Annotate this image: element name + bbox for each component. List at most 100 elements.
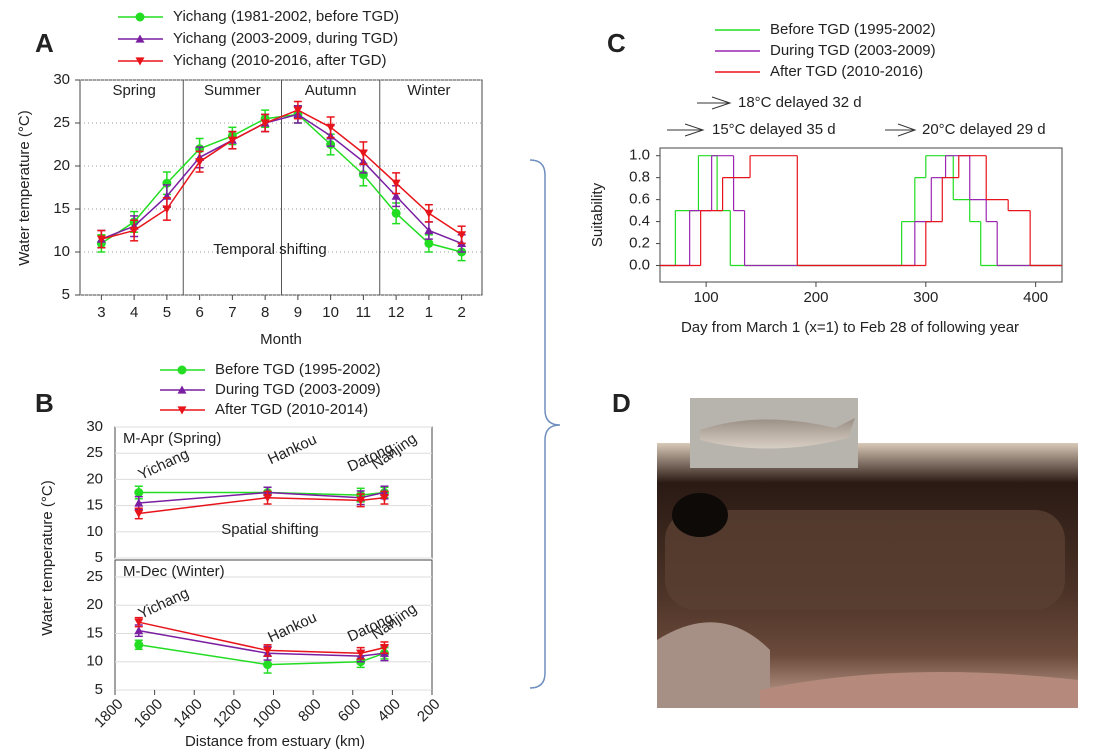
marker <box>457 231 467 240</box>
x-tick-label: 2 <box>457 304 465 321</box>
x-tick-label: 800 <box>295 696 325 726</box>
x-tick-label: 400 <box>374 696 404 726</box>
x-tick-label: 4 <box>130 304 138 321</box>
marker <box>177 365 187 375</box>
legend-label: Yichang (1981-2002, before TGD) <box>173 8 399 25</box>
series-line <box>138 496 385 515</box>
season-label: Summer <box>204 82 261 99</box>
marker <box>379 644 389 653</box>
marker <box>135 34 145 43</box>
subpanel-title: M-Apr (Spring) <box>123 430 221 447</box>
bracket <box>529 159 561 689</box>
y-tick-label: 30 <box>86 418 103 435</box>
arrow <box>885 123 917 137</box>
season-label: Winter <box>407 82 450 99</box>
fish <box>700 418 855 449</box>
marker <box>195 158 205 167</box>
marker <box>263 494 273 503</box>
annotation: 15°C delayed 35 d <box>712 121 836 138</box>
x-tick-label: 100 <box>694 289 719 306</box>
x-axis-label: Month <box>260 331 302 348</box>
marker <box>391 191 401 200</box>
y-tick-label: 0.8 <box>629 169 650 186</box>
marker <box>358 149 368 158</box>
series-line <box>101 113 462 245</box>
y-tick-label: 25 <box>53 114 70 131</box>
station-label: Yichang <box>136 445 192 483</box>
marker <box>263 660 273 670</box>
x-axis-label: Day from March 1 (x=1) to Feb 28 of foll… <box>681 319 1019 336</box>
station-label: Yichang <box>136 584 192 622</box>
marker <box>326 123 336 132</box>
x-tick-label: 1 <box>425 304 433 321</box>
annotation: 20°C delayed 29 d <box>922 121 1046 138</box>
marker <box>177 385 187 394</box>
y-tick-label: 15 <box>86 624 103 641</box>
y-tick-label: 0.4 <box>629 213 650 230</box>
marker <box>177 406 187 415</box>
plot-frame <box>659 147 1063 283</box>
y-axis-label: Water temperature (°C) <box>39 480 56 635</box>
marker <box>162 205 172 214</box>
y-tick-label: 25 <box>86 568 103 585</box>
x-tick-label: 7 <box>228 304 236 321</box>
x-tick-label: 200 <box>414 696 444 726</box>
x-tick-label: 1000 <box>250 696 286 732</box>
annotation: Temporal shifting <box>213 241 326 258</box>
y-axis-label: Suitability <box>589 182 606 247</box>
y-tick-label: 10 <box>86 653 103 670</box>
y-tick-label: 25 <box>86 444 103 461</box>
x-tick-label: 400 <box>1023 289 1048 306</box>
legend-label: Before TGD (1995-2002) <box>770 21 936 38</box>
marker <box>356 496 366 505</box>
marker <box>134 626 144 635</box>
panel-letter: C <box>607 28 626 58</box>
marker <box>391 179 401 188</box>
x-tick-label: 8 <box>261 304 269 321</box>
station-label: Hankou <box>265 609 319 646</box>
y-tick-label: 20 <box>53 157 70 174</box>
series-line <box>101 109 463 240</box>
y-tick-label: 5 <box>62 286 70 303</box>
marker <box>134 488 144 497</box>
marker <box>135 57 145 66</box>
y-tick-label: 1.0 <box>629 147 650 164</box>
arrow <box>667 123 705 137</box>
marker <box>424 209 434 218</box>
legend-label: During TGD (2003-2009) <box>770 42 936 59</box>
marker <box>134 498 144 507</box>
x-tick-label: 200 <box>803 289 828 306</box>
marker <box>424 238 434 248</box>
y-tick-label: 30 <box>53 71 70 88</box>
y-tick-label: 0.0 <box>629 256 650 273</box>
marker <box>379 494 389 503</box>
x-tick-label: 1400 <box>170 696 206 732</box>
x-tick-label: 300 <box>913 289 938 306</box>
x-axis-label: Distance from estuary (km) <box>185 733 365 750</box>
photo-detail <box>665 510 1065 610</box>
legend-label: During TGD (2003-2009) <box>215 381 381 398</box>
x-tick-label: 10 <box>322 304 339 321</box>
x-tick-label: 1800 <box>91 696 127 732</box>
x-tick-label: 6 <box>195 304 203 321</box>
legend-label: Before TGD (1995-2002) <box>215 361 381 378</box>
marker <box>129 226 139 235</box>
photo-panel: D <box>612 388 1078 708</box>
marker <box>134 509 144 518</box>
marker <box>260 119 270 128</box>
panel-letter: D <box>612 388 631 418</box>
marker <box>391 208 401 218</box>
marker <box>135 12 145 22</box>
legend-label: After TGD (2010-2014) <box>215 401 368 418</box>
y-tick-label: 10 <box>53 243 70 260</box>
annotation: Spatial shifting <box>221 521 319 538</box>
y-tick-label: 5 <box>95 549 103 566</box>
season-label: Spring <box>112 82 155 99</box>
series-line <box>138 644 385 666</box>
subpanel-title: M-Dec (Winter) <box>123 563 225 580</box>
c-arrows <box>667 96 917 137</box>
annotation: 18°C delayed 32 d <box>738 94 862 111</box>
marker <box>263 646 273 655</box>
panel-letter: B <box>35 388 54 418</box>
series-line <box>138 491 385 496</box>
